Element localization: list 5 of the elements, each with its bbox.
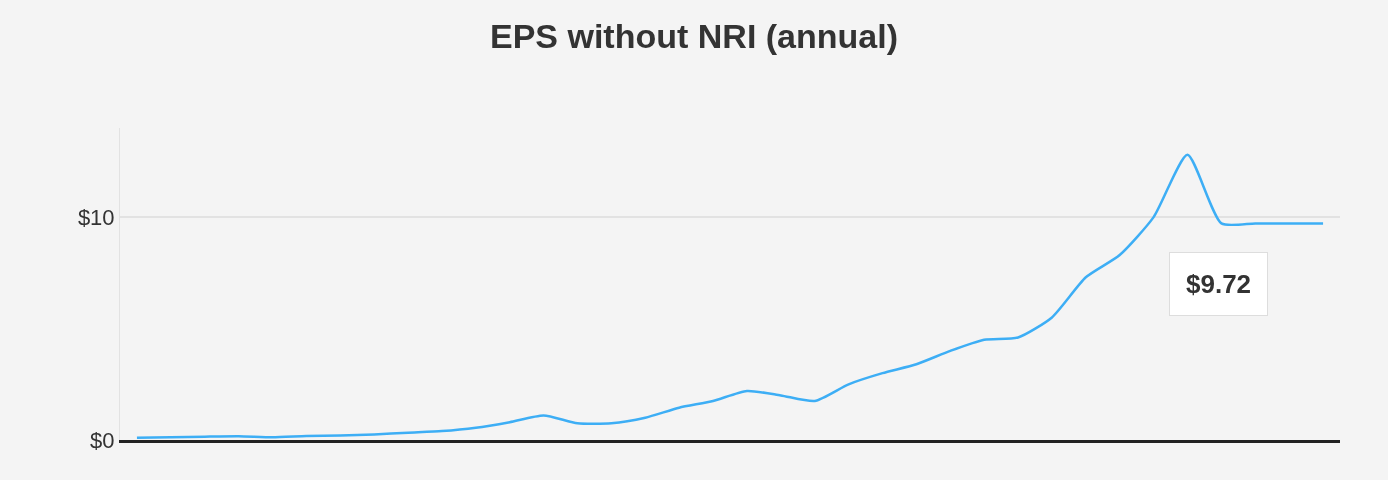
y-tick-label: $10 (77, 204, 115, 230)
y-tick-label: $0 (90, 427, 115, 453)
annotation: $9.72 (1186, 269, 1252, 299)
chart-title: EPS without NRI (annual) (490, 16, 898, 55)
line-series (135, 153, 1325, 440)
